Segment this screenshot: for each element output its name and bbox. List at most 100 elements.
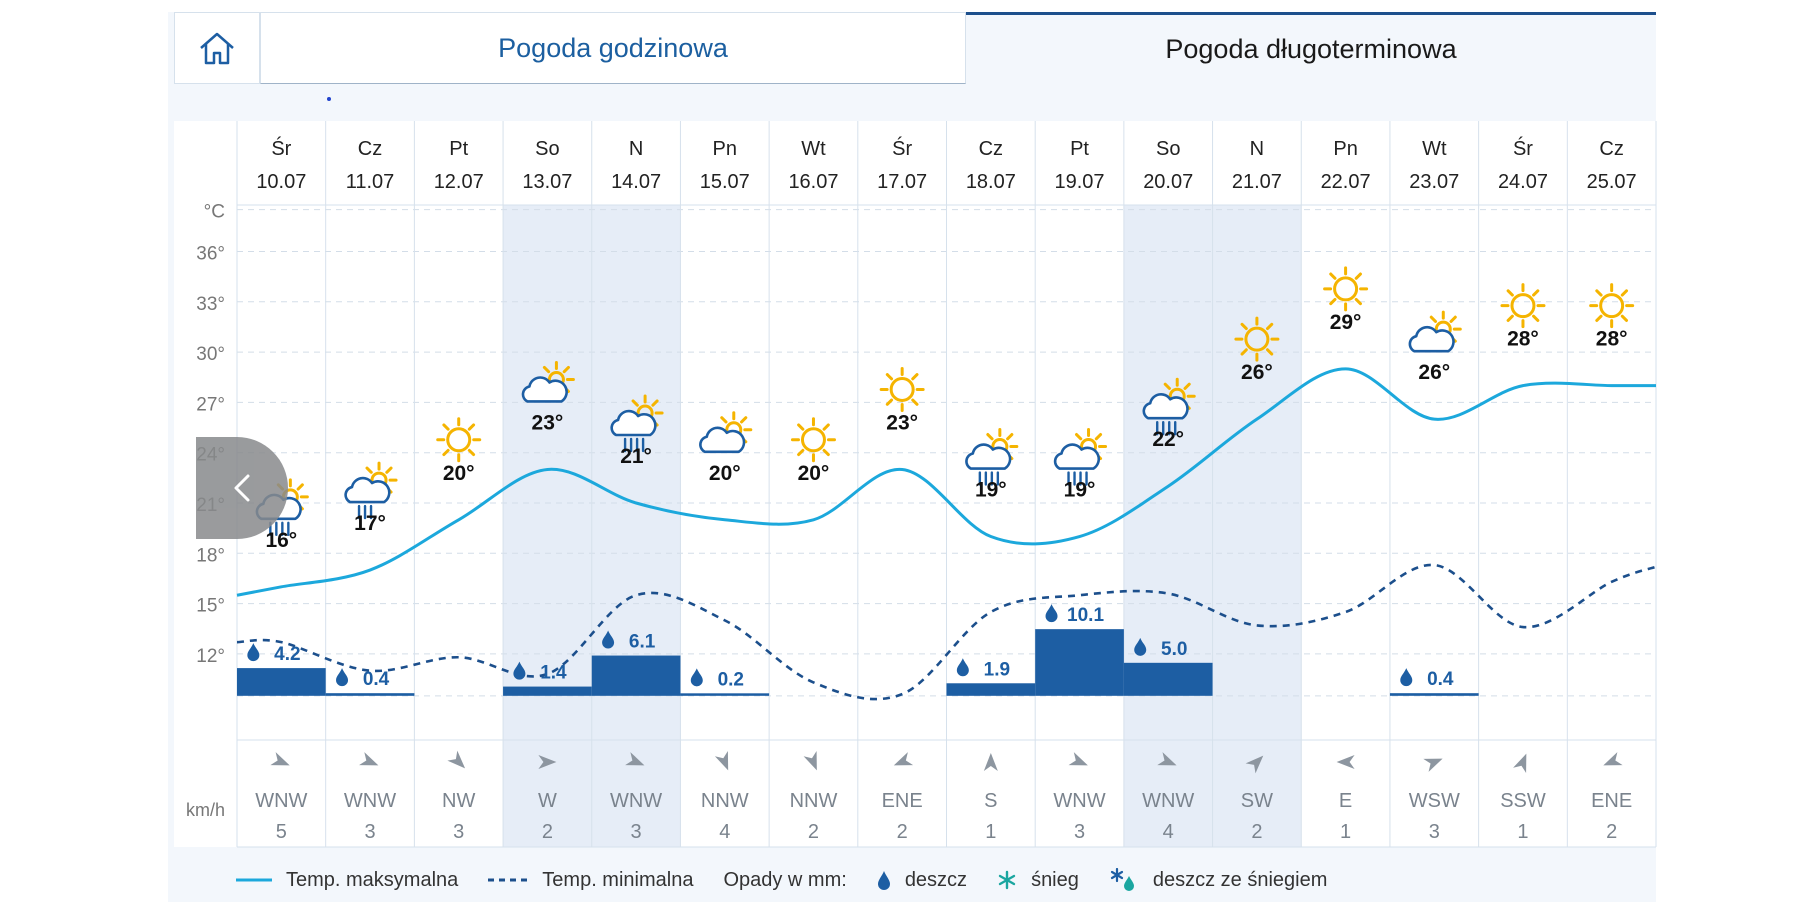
date-label: 15.07: [700, 171, 750, 193]
precip-label-group: 0.4: [1400, 668, 1454, 690]
raindrop-icon: [690, 668, 703, 687]
date-label: 10.07: [256, 171, 306, 193]
wind-arrow-icon: [625, 752, 645, 766]
temp-max-label: 19°: [1064, 479, 1096, 502]
previous-days-button[interactable]: [196, 437, 288, 539]
precip-bar: [503, 686, 592, 696]
day-label: Cz: [1599, 138, 1623, 160]
wind-direction-label: WNW: [610, 790, 662, 812]
day-label: Pt: [449, 138, 468, 160]
wind-direction-label: WNW: [1053, 790, 1105, 812]
legend-precip-title-label: Opady w mm:: [723, 868, 847, 891]
temp-max-label: 28°: [1596, 328, 1628, 351]
legend-min-temp: Temp. minimalna: [488, 869, 693, 892]
chevron-left-icon: [234, 474, 250, 502]
weather-icon: [1408, 310, 1462, 353]
day-label: Śr: [1513, 136, 1533, 160]
precip-label-group: 10.1: [1045, 604, 1104, 626]
sun-icon: [1323, 266, 1369, 312]
temp-max-label: 20°: [709, 462, 741, 485]
wind-speed-label: 3: [453, 821, 464, 843]
tab-longterm[interactable]: Pogoda długoterminowa: [966, 12, 1656, 84]
y-tick-label: 30°: [196, 344, 225, 365]
wind-arrow-icon: [983, 753, 998, 771]
wind-speed-label: 5: [276, 821, 287, 843]
wind-speed-label: 2: [542, 821, 553, 843]
date-label: 25.07: [1587, 171, 1637, 193]
raindrop-icon: [1400, 668, 1413, 687]
precip-label-group: 1.9: [956, 658, 1010, 680]
wind-direction-label: NW: [442, 790, 475, 812]
precip-label-group: 4.2: [247, 643, 301, 665]
precip-bar: [1389, 693, 1479, 696]
y-tick-label: 15°: [196, 596, 225, 617]
legend-min-temp-label: Temp. minimalna: [542, 868, 694, 891]
precip-label-group: 0.2: [690, 668, 744, 690]
precip-bar: [591, 655, 681, 696]
precip-bar: [237, 668, 326, 696]
y-unit-label: °C: [204, 202, 225, 223]
day-label: N: [1250, 138, 1264, 160]
home-icon: [200, 32, 234, 65]
raindrop-icon: [247, 643, 260, 662]
legend-rain: deszcz: [877, 869, 967, 892]
weather-icon: [965, 428, 1019, 486]
raindrop-icon: [513, 661, 526, 680]
temp-max-label: 23°: [532, 411, 564, 434]
date-label: 13.07: [522, 171, 572, 193]
date-label: 22.07: [1321, 171, 1371, 193]
cloud-icon: [344, 476, 391, 504]
legend-precip-title: Opady w mm:: [723, 869, 846, 892]
wind-direction-label: ENE: [1591, 790, 1632, 812]
wind-direction-label: W: [538, 790, 557, 812]
precip-value: 0.2: [718, 669, 744, 690]
wind-speed-label: 3: [1429, 821, 1440, 843]
wind-direction-label: WNW: [1142, 790, 1194, 812]
temp-max-label: 26°: [1418, 361, 1450, 384]
weather-icon: [1053, 428, 1108, 486]
sun-icon: [790, 417, 836, 463]
wind-direction-label: ENE: [882, 790, 923, 812]
date-label: 24.07: [1498, 171, 1548, 193]
precip-bar: [1123, 662, 1213, 696]
precip-bar: [1035, 629, 1124, 696]
snowflake-icon: [998, 870, 1016, 890]
legend-rain-label: deszcz: [904, 868, 968, 891]
temp-max-label: 23°: [886, 411, 918, 434]
precip-bar: [325, 693, 415, 696]
weather-icon: [436, 417, 482, 463]
weather-icon: [521, 360, 575, 403]
cloud-icon: [699, 426, 746, 454]
precip-label-group: 5.0: [1134, 637, 1187, 660]
weather-icon: [699, 411, 753, 454]
legend-sleet: deszcz ze śniegiem: [1109, 868, 1327, 892]
min-temp-line: [236, 563, 1657, 701]
precip-value: 0.4: [1427, 669, 1454, 690]
date-label: 20.07: [1143, 171, 1193, 193]
sun-icon: [1589, 283, 1635, 329]
weather-icon: [790, 417, 836, 463]
weather-icon: [344, 461, 398, 520]
wind-unit-label: km/h: [186, 800, 225, 820]
raindrop-icon: [336, 668, 349, 687]
precip-value: 1.4: [540, 663, 567, 684]
y-tick-label: 12°: [196, 646, 225, 667]
precip-value: 4.2: [274, 644, 300, 665]
raindrop-icon: [877, 871, 890, 890]
temp-max-label: 21°: [620, 445, 652, 468]
precip-bar: [680, 693, 770, 696]
wind-arrow-icon: [1603, 752, 1623, 766]
date-label: 17.07: [877, 171, 927, 193]
y-tick-label: 27°: [196, 394, 225, 415]
date-label: 11.07: [346, 171, 395, 193]
tab-hourly[interactable]: Pogoda godzinowa: [260, 12, 966, 84]
wind-arrow-icon: [1157, 752, 1177, 766]
y-tick-label: 33°: [196, 294, 225, 315]
home-button[interactable]: [174, 12, 260, 84]
wind-speed-label: 3: [631, 821, 642, 843]
wind-arrow-icon: [447, 750, 466, 769]
wind-direction-label: WNW: [255, 790, 307, 812]
wind-arrow-icon: [714, 751, 729, 771]
temp-max-label: 20°: [798, 462, 830, 485]
y-tick-label: 18°: [196, 545, 225, 566]
